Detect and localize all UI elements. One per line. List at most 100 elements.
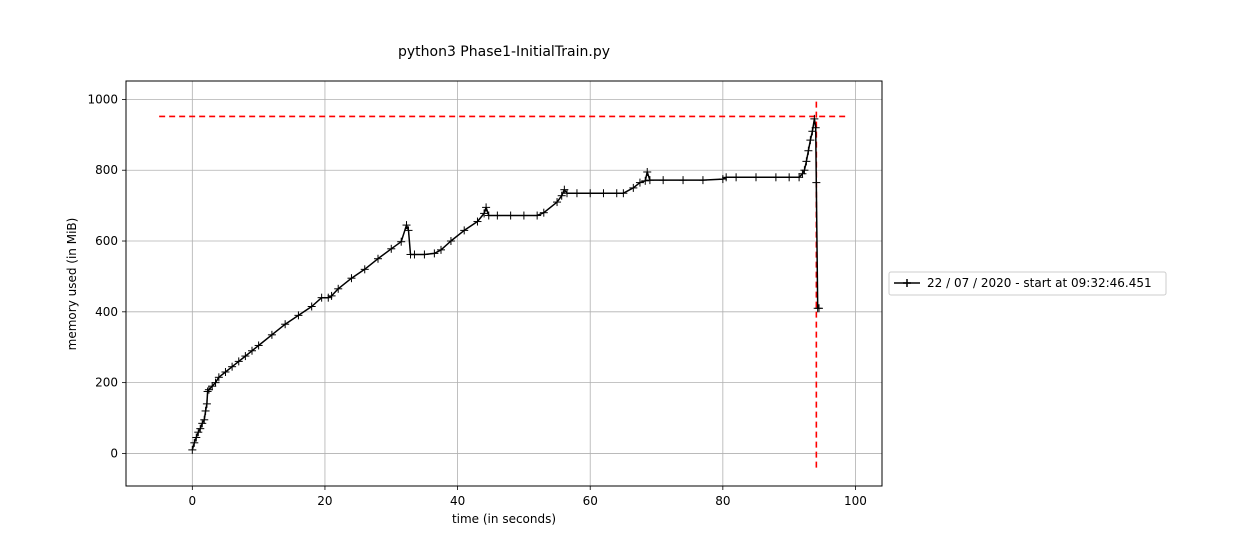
- data-point-marker: [795, 173, 804, 182]
- y-axis-ticks: 0 200 400 600 800 1000: [87, 92, 126, 460]
- data-point-marker: [806, 136, 815, 145]
- y-tick-label: 600: [95, 234, 118, 248]
- data-point-marker: [267, 330, 276, 339]
- data-point-marker: [800, 166, 809, 175]
- legend: 22 / 07 / 2020 - start at 09:32:46.451: [888, 271, 1167, 296]
- data-point-marker: [808, 127, 817, 136]
- data-point-marker: [493, 211, 502, 220]
- data-point-marker: [553, 198, 562, 207]
- data-point-marker: [241, 352, 250, 361]
- data-point-marker: [211, 378, 220, 387]
- data-point-marker: [718, 175, 727, 184]
- data-point-marker: [281, 320, 290, 329]
- y-tick-label: 1000: [87, 92, 118, 106]
- data-point-marker: [420, 250, 429, 259]
- x-axis-label: time (in seconds): [452, 512, 556, 526]
- data-point-marker: [659, 176, 668, 185]
- plot-frame: [125, 80, 883, 487]
- data-point-marker: [572, 189, 581, 198]
- data-point-marker: [679, 176, 688, 185]
- data-point-marker: [586, 189, 595, 198]
- data-point-marker: [557, 191, 566, 200]
- data-point-marker: [347, 274, 356, 283]
- data-point-marker: [430, 249, 439, 258]
- data-point-marker: [732, 173, 741, 182]
- data-point-marker: [645, 176, 654, 185]
- chart-title: python3 Phase1-InitialTrain.py: [398, 44, 610, 60]
- data-point-marker: [203, 387, 212, 396]
- y-tick-label: 800: [95, 163, 118, 177]
- x-tick-label: 40: [450, 494, 465, 508]
- data-point-marker: [324, 293, 333, 302]
- grid-lines: [126, 81, 882, 486]
- data-point-marker: [802, 157, 811, 166]
- data-point-marker: [410, 250, 419, 259]
- data-point-marker: [629, 183, 638, 192]
- y-axis-label: memory used (in MiB): [65, 218, 79, 351]
- data-point-marker: [482, 203, 491, 212]
- data-point-marker: [619, 189, 628, 198]
- data-point-marker: [480, 209, 489, 218]
- data-point-marker: [599, 189, 608, 198]
- data-point-marker: [484, 211, 493, 220]
- data-point-marker: [804, 146, 813, 155]
- data-point-marker: [539, 208, 548, 217]
- data-point-marker: [204, 385, 213, 394]
- data-point-marker: [327, 291, 336, 300]
- data-point-marker: [198, 419, 207, 428]
- data-point-marker: [196, 424, 205, 433]
- x-tick-label: 20: [317, 494, 332, 508]
- data-point-marker: [374, 254, 382, 263]
- x-tick-label: 0: [188, 494, 196, 508]
- data-point-marker: [202, 399, 211, 408]
- data-point-marker: [208, 382, 217, 391]
- data-point-marker: [194, 428, 203, 437]
- data-point-marker: [387, 244, 396, 253]
- data-point-marker: [221, 368, 230, 377]
- data-point-marker: [798, 169, 807, 178]
- reference-lines: [159, 99, 849, 468]
- data-point-marker: [214, 373, 223, 382]
- data-point-marker: [533, 211, 542, 220]
- data-point-marker: [641, 176, 650, 185]
- x-axis-ticks: 0 20 40 60 80 100: [188, 486, 867, 508]
- data-point-marker: [200, 415, 209, 424]
- data-point-marker: [402, 221, 411, 230]
- data-point-marker: [404, 226, 413, 235]
- data-point-marker: [519, 211, 528, 220]
- data-point-marker: [254, 341, 263, 350]
- data-point-marker: [785, 173, 794, 182]
- data-point-marker: [234, 357, 243, 366]
- data-point-marker: [294, 311, 303, 320]
- data-point-marker: [201, 406, 210, 415]
- data-point-marker: [446, 237, 455, 246]
- data-point-marker: [307, 302, 316, 311]
- data-point-marker: [437, 245, 445, 254]
- data-point-marker: [460, 226, 469, 235]
- data-point-marker: [188, 445, 197, 454]
- x-tick-label: 100: [844, 494, 867, 508]
- data-point-marker: [635, 178, 644, 187]
- data-point-marker: [190, 438, 199, 447]
- data-point-marker: [506, 211, 515, 220]
- data-point-marker: [812, 178, 821, 187]
- data-point-marker: [192, 433, 201, 442]
- data-point-marker: [722, 173, 731, 182]
- data-point-marker: [643, 167, 652, 176]
- data-series: [188, 114, 823, 454]
- x-tick-label: 60: [583, 494, 598, 508]
- data-point-marker: [771, 173, 780, 182]
- x-tick-label: 80: [715, 494, 730, 508]
- data-point-marker: [810, 114, 819, 123]
- data-point-marker: [334, 284, 343, 293]
- y-tick-label: 200: [95, 376, 118, 390]
- data-point-marker: [752, 173, 760, 182]
- legend-box: [888, 271, 1167, 296]
- data-point-marker: [397, 237, 406, 246]
- data-point-marker: [228, 362, 237, 371]
- data-point-marker: [360, 265, 369, 274]
- data-point-marker: [815, 304, 823, 313]
